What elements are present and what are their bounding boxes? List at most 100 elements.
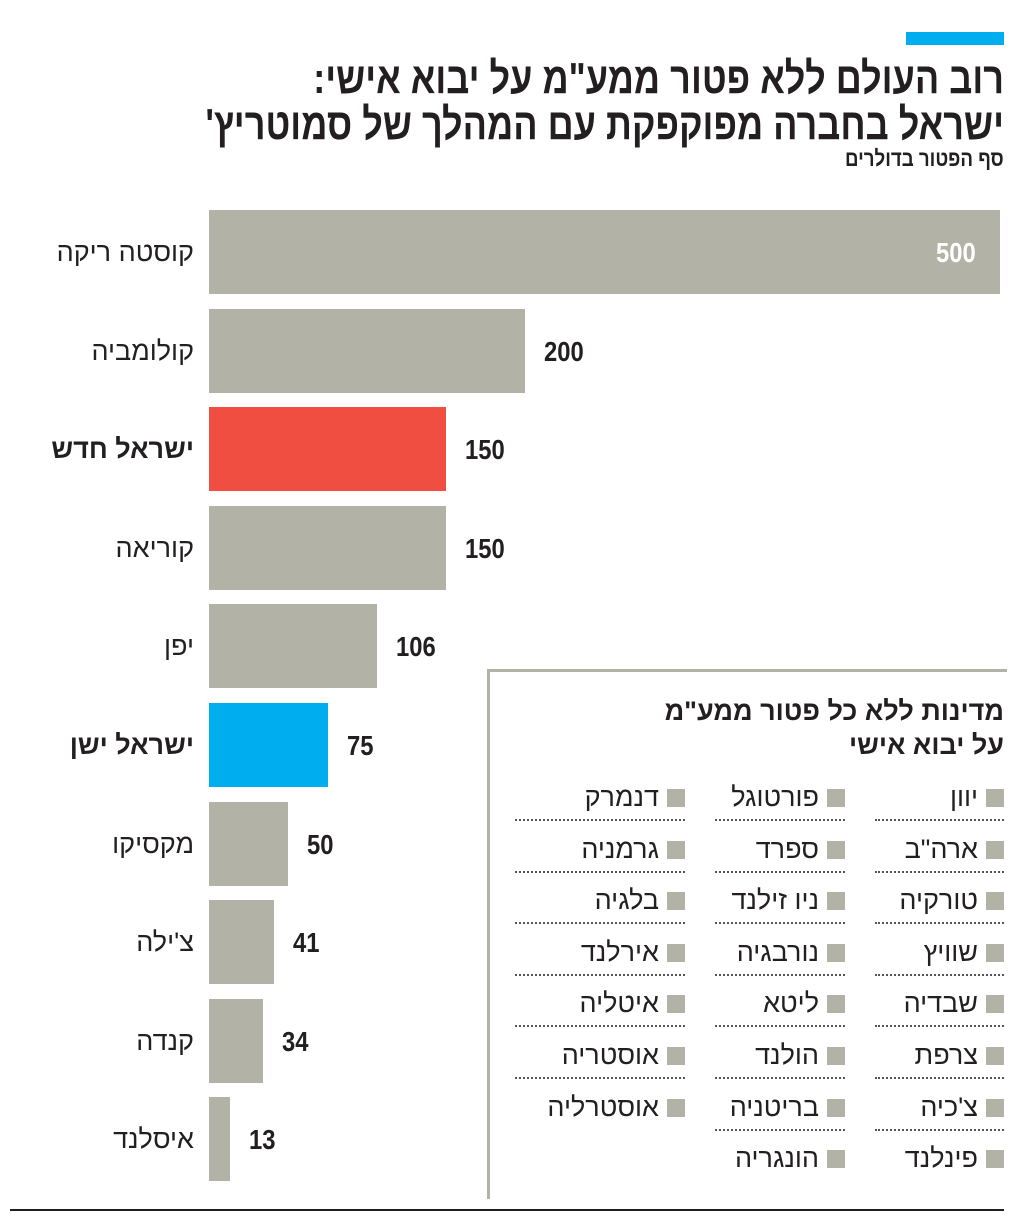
legend-country: גרמניה (581, 833, 659, 864)
dotted-divider (715, 1077, 845, 1079)
dotted-divider (875, 922, 1004, 925)
square-bullet-icon (667, 1098, 685, 1117)
legend-item: פורטוגל (731, 782, 845, 812)
dotted-divider (875, 1077, 1004, 1079)
legend-country: יוון (949, 782, 978, 812)
legend-box (487, 669, 1007, 1199)
legend-item: אירלנד (581, 937, 685, 967)
legend-country: בלגיה (594, 885, 659, 916)
bar (209, 210, 1000, 294)
square-bullet-icon (827, 995, 845, 1014)
category-label: קנדה (136, 1025, 194, 1056)
value-label: 75 (346, 730, 374, 761)
square-bullet-icon (667, 1047, 685, 1065)
legend-country: פורטוגל (731, 782, 819, 812)
legend-item: ספרד (756, 834, 845, 864)
legend-country: הונגריה (734, 1143, 819, 1174)
bar (209, 1097, 230, 1182)
dotted-divider (875, 870, 1004, 873)
square-bullet-icon (827, 789, 845, 807)
dotted-divider (875, 1025, 1004, 1028)
square-bullet-icon (827, 1150, 845, 1169)
legend-country: פינלנד (904, 1143, 978, 1174)
legend-country: איטליה (579, 988, 659, 1019)
legend-country: בריטניה (729, 1091, 819, 1122)
legend-country: שבדיה (903, 988, 978, 1019)
dotted-divider (515, 819, 685, 821)
legend-item: בריטניה (730, 1092, 845, 1122)
legend-item: אוסטרליה (547, 1092, 685, 1122)
dotted-divider (875, 973, 1004, 976)
legend-item: הונגריה (735, 1143, 845, 1173)
legend-country: שוויץ (923, 936, 978, 967)
legend-item: ליטא (763, 988, 845, 1018)
dotted-divider (515, 870, 685, 873)
category-label: איסלנד (113, 1124, 194, 1155)
legend-item: ניו זילנד (731, 885, 845, 915)
value-label: 500 (936, 237, 976, 268)
dotted-divider (715, 1128, 845, 1131)
category-label: ישראל חדש (51, 434, 194, 465)
category-label: מקסיקו (112, 828, 194, 859)
dotted-divider (715, 819, 845, 821)
category-label: קוסטה ריקה (56, 237, 194, 267)
category-label: קוריאה (115, 532, 194, 563)
chart-subtitle: סף הפטור בדולרים (845, 146, 1004, 171)
accent-bar (906, 32, 1004, 45)
bar (209, 703, 328, 787)
legend-item: שוויץ (924, 937, 1004, 967)
value-label: 150 (465, 532, 506, 564)
bar (209, 998, 263, 1083)
bar (209, 308, 526, 393)
square-bullet-icon (986, 1150, 1004, 1169)
value-label: 50 (307, 828, 334, 860)
legend-title-line-2: על יבוא אישי (848, 730, 1004, 760)
legend-country: אוסטריה (561, 1040, 659, 1070)
square-bullet-icon (667, 995, 685, 1014)
legend-country: אוסטרליה (547, 1091, 659, 1122)
square-bullet-icon (827, 1098, 845, 1117)
legend-item: צ'כיה (920, 1092, 1004, 1122)
category-label: קולומביה (91, 335, 194, 366)
square-bullet-icon (986, 943, 1004, 962)
dotted-divider (515, 1077, 685, 1079)
bar (209, 900, 274, 985)
value-label: 200 (544, 335, 585, 367)
legend-item: דנמרק (585, 782, 685, 812)
bar (209, 407, 447, 492)
bar (209, 801, 289, 886)
legend-item: פינלנד (905, 1143, 1004, 1173)
square-bullet-icon (986, 789, 1004, 807)
square-bullet-icon (986, 892, 1004, 911)
category-label: יפן (164, 631, 194, 662)
legend-country: ניו זילנד (731, 885, 819, 916)
legend-country: צ'כיה (920, 1091, 978, 1122)
square-bullet-icon (986, 840, 1004, 859)
legend-item: יוון (950, 782, 1004, 812)
dotted-divider (875, 819, 1004, 821)
dotted-divider (875, 1128, 1004, 1131)
legend-item: טורקיה (899, 885, 1004, 915)
chart-title-line-2: ישראל בחברה מפוקפקת עם המהלך של סמוטריץ' (205, 100, 1005, 149)
legend-country: צרפת (914, 1040, 978, 1070)
dotted-divider (715, 870, 845, 873)
square-bullet-icon (667, 892, 685, 911)
legend-country: ארה"ב (904, 833, 978, 864)
dotted-divider (515, 1025, 685, 1028)
dotted-divider (515, 922, 685, 925)
square-bullet-icon (827, 840, 845, 859)
square-bullet-icon (667, 840, 685, 859)
legend-item: ארה"ב (905, 834, 1004, 864)
category-label: צ'ילה (136, 927, 194, 958)
legend-country: ספרד (755, 833, 819, 864)
legend-item: נורבגיה (737, 937, 845, 967)
bar (209, 604, 377, 689)
square-bullet-icon (667, 789, 685, 807)
square-bullet-icon (667, 943, 685, 962)
dotted-divider (715, 922, 845, 925)
legend-country: טורקיה (899, 885, 978, 916)
square-bullet-icon (827, 943, 845, 962)
value-label: 106 (395, 631, 436, 663)
chart-title-line-1: רוב העולם ללא פטור ממע"מ על יבוא אישי: (313, 54, 1004, 103)
